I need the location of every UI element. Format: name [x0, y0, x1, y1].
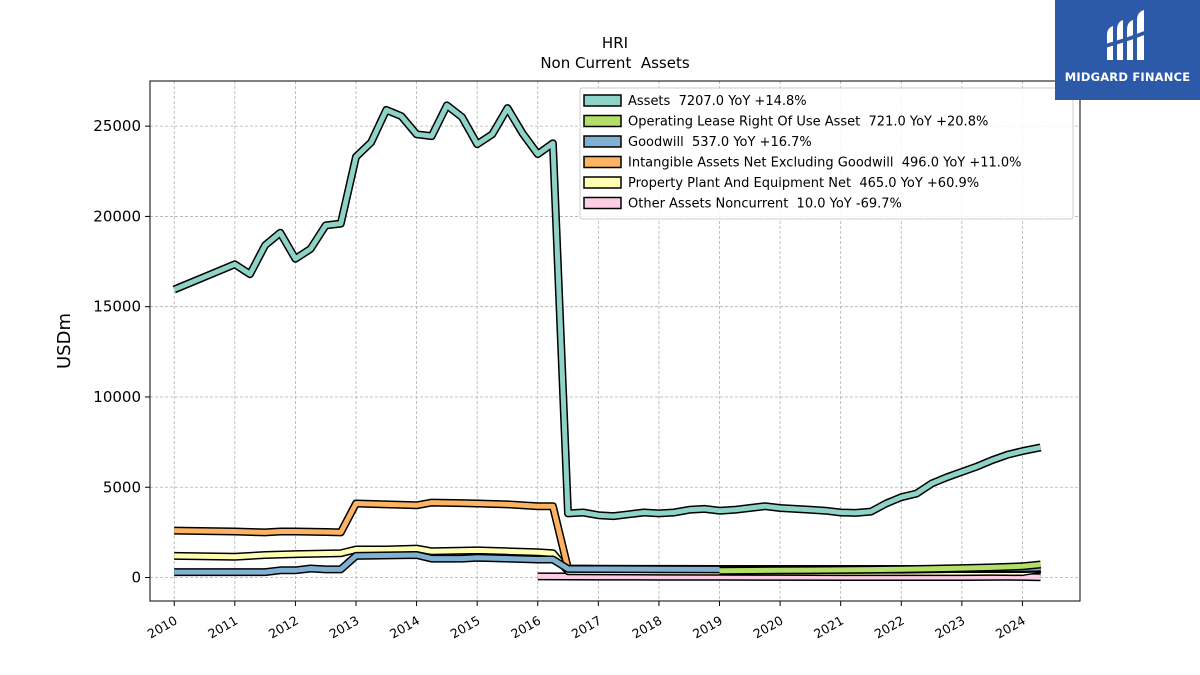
series-line	[537, 573, 1041, 580]
legend-box	[579, 87, 1074, 220]
x-tick-label: 2012	[266, 613, 301, 642]
legend-entry: Assets 7207.0 YoY +14.8%	[628, 94, 807, 109]
series-line	[719, 562, 1041, 574]
y-tick-label: 0	[131, 569, 141, 587]
legend-entry: Property Plant And Equipment Net 465.0 Y…	[628, 176, 979, 191]
plot-frame	[149, 80, 1081, 602]
series-layer	[172, 101, 1042, 582]
x-tick-label: 2015	[448, 613, 483, 642]
legend-swatch	[583, 135, 622, 148]
x-tick-label: 2013	[326, 613, 361, 642]
legend-swatch	[583, 94, 622, 107]
legend-entry: Intangible Assets Net Excluding Goodwill…	[628, 156, 1022, 171]
x-tick-label: 2019	[690, 613, 725, 642]
brand-mark-icon	[1105, 10, 1147, 60]
y-tick-label: 20000	[93, 207, 141, 225]
y-tick-label: 25000	[93, 117, 141, 135]
x-tick-label: 2024	[993, 613, 1028, 642]
x-axis: 2010 2011 2012 2013 2014 2015 2016 2017 2018 2019…	[145, 601, 1028, 642]
legend: Assets 7207.0 YoY +14.8% Operating Lease …	[579, 87, 1074, 220]
chart-subtitle: Non Current Assets	[540, 54, 690, 72]
x-tick-label: 2014	[387, 613, 422, 642]
y-axis-label: USDm	[54, 313, 75, 369]
x-tick-label: 2023	[932, 613, 967, 642]
x-tick-label: 2016	[508, 613, 543, 642]
legend-entry: Goodwill 537.0 YoY +16.7%	[628, 135, 812, 150]
legend-swatch	[583, 176, 622, 189]
legend-swatch	[583, 196, 622, 210]
x-tick-label: 2017	[569, 613, 604, 642]
x-tick-label: 2021	[811, 613, 846, 642]
x-tick-label: 2022	[872, 613, 907, 642]
brand-logo: MIDGARD FINANCE	[1055, 0, 1200, 100]
series-line	[173, 102, 1042, 519]
y-tick-label: 10000	[93, 388, 141, 406]
legend-entry: Operating Lease Right Of Use Asset 721.0…	[628, 115, 988, 130]
y-axis: 0 5000 10000 15000 20000 25000	[93, 117, 150, 587]
x-tick-label: 2010	[145, 613, 180, 642]
legend-swatch	[583, 155, 622, 169]
legend-swatch	[583, 114, 622, 128]
brand-name: MIDGARD FINANCE	[1064, 70, 1191, 84]
x-tick-label: 2018	[629, 613, 664, 642]
x-tick-label: 2011	[205, 613, 240, 642]
y-tick-label: 15000	[93, 298, 141, 316]
x-tick-label: 2020	[751, 613, 786, 642]
legend-entry: Other Assets Noncurrent 10.0 YoY -69.7%	[628, 197, 902, 212]
chart-title: HRI	[602, 34, 628, 52]
y-tick-label: 5000	[103, 478, 141, 496]
